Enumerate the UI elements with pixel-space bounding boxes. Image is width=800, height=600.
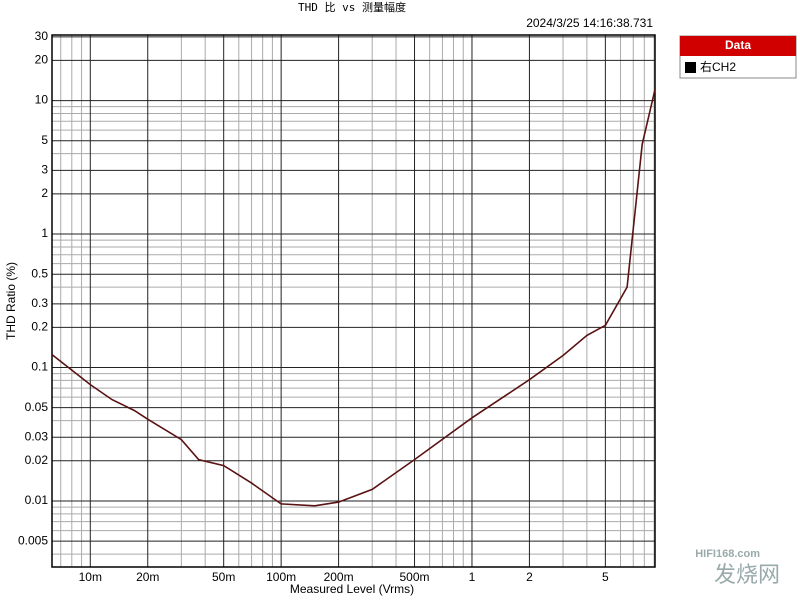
x-tick-label: 50m — [212, 570, 235, 584]
legend-title: Data — [725, 38, 751, 52]
x-tick-label: 1 — [469, 570, 476, 584]
legend-label: 右CH2 — [700, 59, 736, 74]
y-tick-label: 1 — [41, 226, 48, 240]
y-tick-label: 0.02 — [25, 453, 49, 467]
x-tick-label: 10m — [79, 570, 102, 584]
y-tick-label: 20 — [35, 53, 49, 67]
y-tick-label: 0.005 — [18, 533, 48, 547]
legend-header — [680, 36, 796, 56]
y-tick-label: 2 — [41, 186, 48, 200]
x-tick-label: 100m — [266, 570, 296, 584]
y-tick-label: 30 — [35, 29, 49, 43]
x-tick-label: 20m — [136, 570, 159, 584]
y-tick-label: 0.05 — [25, 400, 49, 414]
chart-title: THD 比 vs 测量幅度 — [298, 0, 406, 14]
y-tick-label: 0.5 — [31, 266, 48, 280]
watermark: 发烧网 — [714, 562, 780, 587]
x-tick-label: 500m — [400, 570, 430, 584]
y-tick-label: 10 — [35, 93, 49, 107]
timestamp: 2024/3/25 14:16:38.731 — [526, 16, 653, 30]
y-tick-label: 3 — [41, 163, 48, 177]
x-tick-label: 5 — [602, 570, 609, 584]
x-tick-label: 2 — [526, 570, 533, 584]
y-tick-label: 0.1 — [31, 360, 48, 374]
y-tick-label: 0.03 — [25, 429, 49, 443]
legend-swatch — [685, 62, 696, 73]
x-axis-label: Measured Level (Vrms) — [290, 582, 414, 596]
plot-frame — [51, 34, 656, 568]
watermark: HIFI168.com — [695, 548, 760, 560]
y-axis-label: THD Ratio (%) — [4, 262, 18, 340]
y-tick-label: 5 — [41, 133, 48, 147]
x-tick-label: 200m — [324, 570, 354, 584]
data-line — [51, 89, 656, 507]
y-tick-label: 0.2 — [31, 319, 48, 333]
y-tick-label: 0.3 — [31, 296, 48, 310]
y-tick-label: 0.01 — [25, 493, 49, 507]
